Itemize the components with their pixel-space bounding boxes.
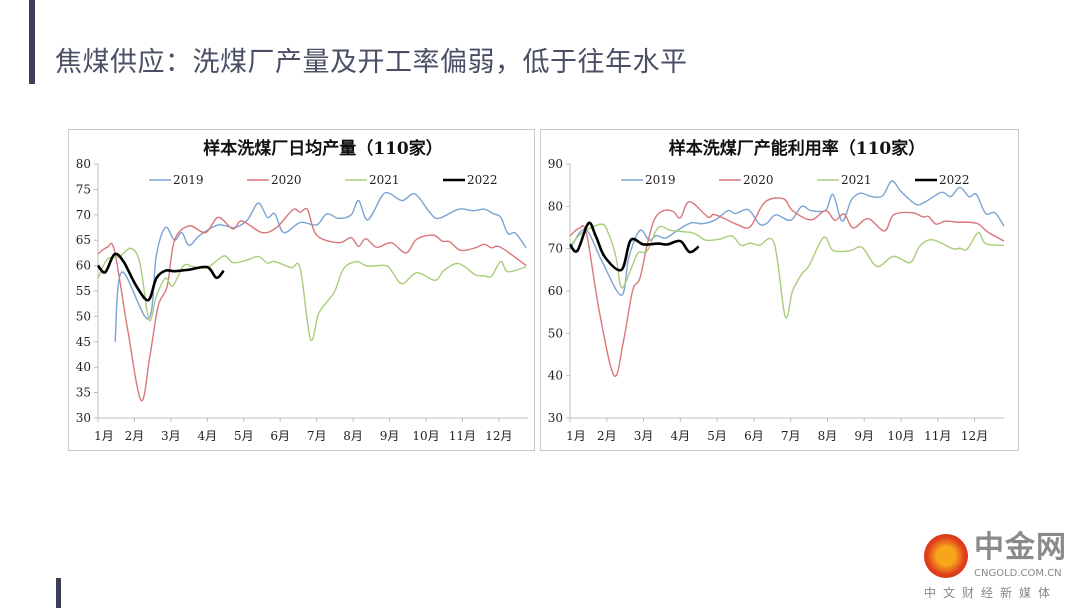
x-tick-label: 2月	[125, 429, 145, 443]
page-title: 焦煤供应：洗煤厂产量及开工率偏弱，低于往年水平	[55, 47, 688, 78]
daily-output-chart-svg: 样本洗煤厂日均产量（110家） 30 35 40 45 50 55 60 65 70 75 80 1月 2…	[76, 138, 528, 443]
y-tick-label: 80	[548, 199, 563, 213]
cngold-logo: 中金网 CNGOLD.COM.CN 中文财经新媒体	[918, 532, 1078, 606]
y-tick-label: 75	[76, 182, 91, 196]
series-line-2022	[96, 252, 225, 302]
y-tick-label: 35	[76, 386, 91, 400]
x-tick-label: 2月	[597, 429, 617, 443]
x-tick-label: 5月	[234, 429, 254, 443]
series-line-2021	[97, 247, 527, 342]
x-tick-label: 7月	[307, 429, 327, 443]
series-line-2019	[114, 191, 527, 342]
title-accent-bar	[29, 0, 35, 84]
y-tick-label: 60	[548, 284, 563, 298]
series-line-2022	[568, 221, 700, 272]
x-tick-label: 6月	[270, 429, 290, 443]
x-tick-label: 12月	[485, 429, 512, 443]
legend-label-2019: 2019	[173, 173, 204, 187]
legend-label-2022: 2022	[467, 173, 498, 187]
utilization-rate-chart: 样本洗煤厂产能利用率（110家） 30 40 50 60 70 80 90 1月 2月 3月 4月 5月…	[540, 129, 1019, 451]
x-tick-label: 4月	[198, 429, 218, 443]
y-tick-label: 30	[76, 411, 91, 425]
legend-label-2021: 2021	[841, 173, 872, 187]
x-tick-label: 3月	[161, 429, 181, 443]
x-tick-label: 9月	[380, 429, 400, 443]
y-tick-label: 70	[76, 208, 91, 222]
x-tick-label: 10月	[887, 429, 914, 443]
x-tick-label: 10月	[412, 429, 439, 443]
x-tick-label: 7月	[781, 429, 801, 443]
y-tick-label: 40	[76, 360, 91, 374]
legend-label-2021: 2021	[369, 173, 400, 187]
x-tick-label: 4月	[671, 429, 691, 443]
logo-url: CNGOLD.COM.CN	[974, 568, 1062, 579]
legend-label-2020: 2020	[271, 173, 302, 187]
series-line-2021	[569, 223, 1005, 319]
legend-label-2022: 2022	[939, 173, 970, 187]
y-tick-label: 80	[76, 157, 91, 171]
y-tick-label: 90	[548, 157, 563, 171]
x-tick-label: 1月	[566, 429, 586, 443]
footer-accent-bar	[56, 578, 61, 608]
logo-subtitle: 中文财经新媒体	[924, 586, 1058, 600]
y-tick-label: 50	[548, 326, 563, 340]
x-tick-label: 3月	[634, 429, 654, 443]
legend-label-2020: 2020	[743, 173, 774, 187]
y-tick-label: 30	[548, 411, 563, 425]
utilization-rate-chart-svg: 样本洗煤厂产能利用率（110家） 30 40 50 60 70 80 90 1月 2月 3月 4月 5月…	[548, 138, 1005, 443]
x-tick-label: 11月	[449, 429, 476, 443]
logo-main-text: 中金网	[974, 530, 1067, 565]
logo-emblem-icon	[924, 534, 968, 578]
x-tick-label: 9月	[854, 429, 874, 443]
series-line-2020	[569, 197, 1005, 377]
x-tick-label: 8月	[818, 429, 838, 443]
legend-label-2019: 2019	[645, 173, 676, 187]
x-tick-label: 5月	[707, 429, 727, 443]
y-tick-label: 60	[76, 259, 91, 273]
y-tick-label: 55	[76, 284, 91, 298]
daily-output-chart: 样本洗煤厂日均产量（110家） 30 35 40 45 50 55 60 65 70 75 80 1月 2…	[68, 129, 535, 451]
y-tick-label: 70	[548, 242, 563, 256]
y-tick-label: 45	[76, 335, 91, 349]
y-tick-label: 50	[76, 309, 91, 323]
series-line-2020	[97, 207, 527, 402]
x-tick-label: 11月	[924, 429, 951, 443]
chart-title: 样本洗煤厂日均产量（110家）	[203, 138, 443, 159]
x-tick-label: 6月	[744, 429, 764, 443]
y-tick-label: 40	[548, 369, 563, 383]
chart-title: 样本洗煤厂产能利用率（110家）	[669, 138, 926, 159]
x-tick-label: 1月	[94, 429, 114, 443]
series-line-2019	[569, 180, 1005, 296]
x-tick-label: 8月	[343, 429, 363, 443]
x-tick-label: 12月	[961, 429, 988, 443]
y-tick-label: 65	[76, 233, 91, 247]
